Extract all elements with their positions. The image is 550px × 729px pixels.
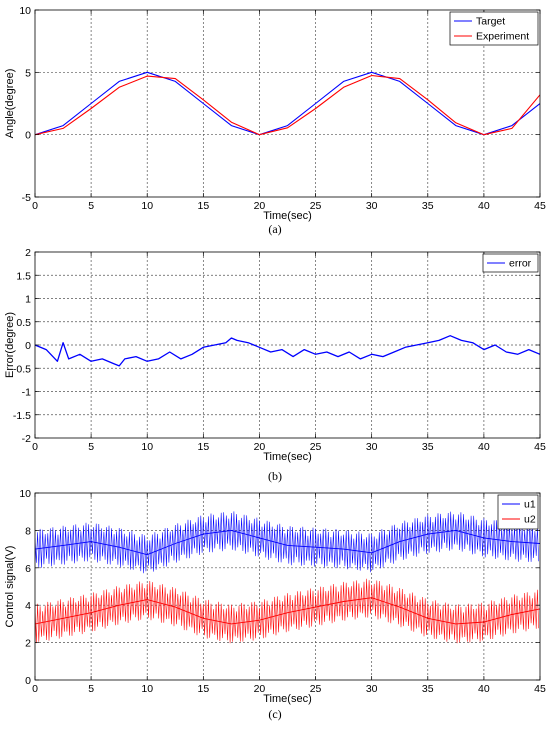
y-tick-label: 0 bbox=[25, 340, 31, 352]
y-tick-label: 8 bbox=[25, 525, 31, 537]
x-tick-label: 0 bbox=[32, 683, 38, 695]
chart-error: 0 5 10 15 20 25 30 35 40 45 -2 -1.5 -1 -0.5 0 0.5 1 1.5 2 T… bbox=[4, 247, 546, 483]
series-group bbox=[35, 335, 540, 367]
x-tick-label: 25 bbox=[310, 200, 322, 212]
figure-caption: (a) bbox=[268, 222, 281, 236]
y-tick-label: -0.5 bbox=[13, 363, 31, 375]
x-tick-label: 5 bbox=[88, 200, 94, 212]
x-tick-label: 20 bbox=[254, 441, 266, 453]
x-tick-label: 10 bbox=[141, 441, 153, 453]
x-tick-label: 30 bbox=[366, 200, 378, 212]
y-tick-label: 0.5 bbox=[16, 317, 31, 329]
plot-area bbox=[35, 493, 540, 680]
x-tick-label: 40 bbox=[478, 441, 490, 453]
axes-frame bbox=[34, 492, 541, 681]
x-tick-label: 40 bbox=[478, 200, 490, 212]
y-tick-label: 0 bbox=[25, 130, 31, 142]
x-tick-label: 0 bbox=[32, 200, 38, 212]
x-tick-label: 20 bbox=[254, 683, 266, 695]
x-tick-label: 30 bbox=[366, 683, 378, 695]
series-line-u2 bbox=[35, 597, 540, 625]
legend: error bbox=[482, 253, 539, 273]
legend-box bbox=[449, 11, 539, 46]
y-tick-label: 2 bbox=[25, 638, 31, 650]
x-tick-label: 15 bbox=[197, 200, 209, 212]
legend-box bbox=[482, 253, 539, 273]
x-axis-label: Time(sec) bbox=[263, 451, 311, 463]
x-tick-label: 35 bbox=[422, 441, 434, 453]
y-tick-label: 0 bbox=[25, 675, 31, 687]
y-tick-label: 10 bbox=[19, 5, 31, 17]
figure-caption: (b) bbox=[268, 469, 282, 483]
x-tick-label: 30 bbox=[366, 441, 378, 453]
figure-caption: (c) bbox=[268, 707, 281, 721]
x-tick-label: 15 bbox=[197, 683, 209, 695]
x-tick-label: 0 bbox=[32, 441, 38, 453]
x-tick-label: 5 bbox=[88, 441, 94, 453]
y-axis-label: Error(degree) bbox=[4, 312, 16, 378]
y-tick-label: -1.5 bbox=[13, 410, 31, 422]
x-axis-label: Time(sec) bbox=[263, 210, 311, 222]
y-tick-label: 1 bbox=[25, 294, 31, 306]
y-axis-label: Control signal(V) bbox=[4, 546, 16, 628]
y-tick-label: -5 bbox=[22, 192, 31, 204]
y-tick-label: -1 bbox=[22, 387, 31, 399]
y-axis-label: Angle(degree) bbox=[4, 69, 16, 139]
x-tick-label: 45 bbox=[534, 683, 546, 695]
legend-label: error bbox=[509, 258, 532, 270]
y-tick-label: 6 bbox=[25, 563, 31, 575]
x-tick-label: 45 bbox=[534, 441, 546, 453]
legend-label: Target bbox=[476, 16, 505, 28]
legend-label: Experiment bbox=[476, 31, 529, 43]
axes-frame bbox=[34, 9, 541, 198]
series-band-u1 bbox=[35, 511, 539, 574]
x-tick-label: 5 bbox=[88, 683, 94, 695]
series-line-error bbox=[35, 335, 540, 367]
x-tick-label: 10 bbox=[141, 683, 153, 695]
chart-control-signal: 0 5 10 15 20 25 30 35 40 45 0 2 4 6 8 10 Time(sec) Contro… bbox=[4, 488, 546, 721]
y-tick-label: 1.5 bbox=[16, 270, 31, 282]
series-line-u1 bbox=[35, 529, 540, 556]
legend: Target Experiment bbox=[449, 11, 539, 46]
series-line-Experiment bbox=[35, 74, 540, 136]
x-tick-label: 15 bbox=[197, 441, 209, 453]
x-axis-label: Time(sec) bbox=[263, 693, 311, 705]
legend-label: u2 bbox=[524, 514, 536, 526]
series-group bbox=[35, 71, 540, 136]
x-tick-label: 25 bbox=[310, 441, 322, 453]
x-tick-label: 10 bbox=[141, 200, 153, 212]
legend-box bbox=[497, 494, 539, 530]
series-line-Target bbox=[35, 71, 540, 136]
x-tick-label: 40 bbox=[478, 683, 490, 695]
x-tick-label: 20 bbox=[254, 200, 266, 212]
y-tick-label: 2 bbox=[25, 247, 31, 259]
y-tick-label: 5 bbox=[25, 67, 31, 79]
x-tick-label: 35 bbox=[422, 683, 434, 695]
chart-angle: 0 5 10 15 20 25 30 35 40 45-50510Time(sec)Angle(d… bbox=[4, 5, 546, 236]
legend-label: u1 bbox=[524, 499, 536, 511]
x-tick-label: 35 bbox=[422, 200, 434, 212]
y-tick-label: -2 bbox=[22, 433, 31, 445]
y-tick-label: 4 bbox=[25, 600, 31, 612]
y-tick-label: 10 bbox=[19, 488, 31, 500]
series-group bbox=[35, 511, 540, 644]
x-tick-label: 25 bbox=[310, 683, 322, 695]
x-tick-label: 45 bbox=[534, 200, 546, 212]
